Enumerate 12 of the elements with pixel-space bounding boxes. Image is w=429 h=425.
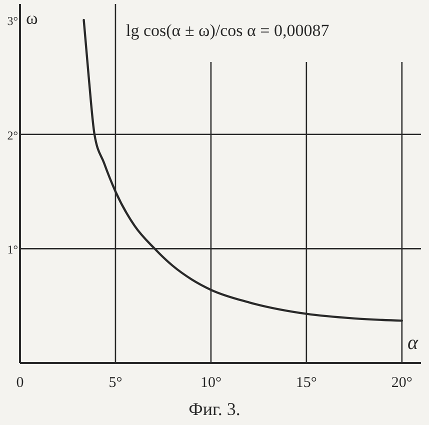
x-tick-label: 5° [108,375,122,391]
y-axis-title: ω [26,8,38,28]
y-tick-label: 3° [7,14,18,28]
text: Фиг. 3. [188,399,240,419]
x-tick-label: 20° [391,375,412,391]
x-axis-title: α [408,332,418,354]
x-tick-label: 10° [200,375,222,391]
x-tick-label: 0 [16,375,24,391]
annotation: lg cos(α ± ω)/cos α = 0,00087 [126,21,330,40]
y-tick-label: 1° [7,242,18,257]
x-tick-label: 15° [296,375,317,391]
y-tick-label: 2° [7,128,18,142]
